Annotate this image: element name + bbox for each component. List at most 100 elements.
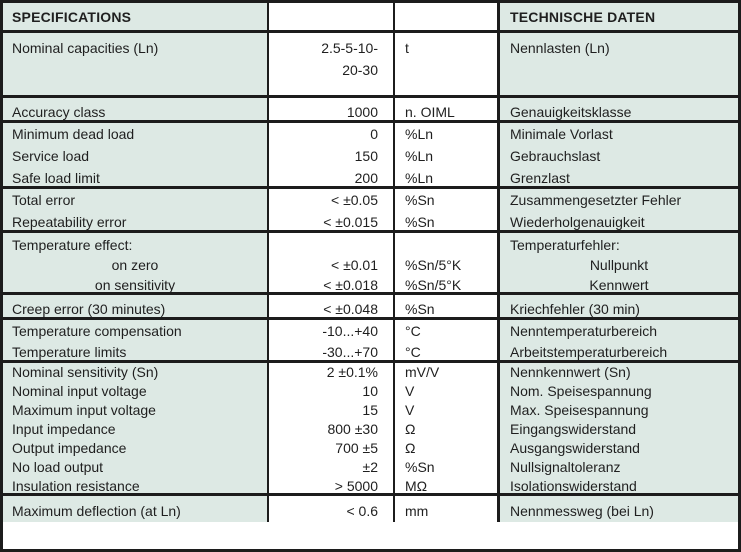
unit-line: n. OIML [405, 104, 455, 120]
value-line: 20-30 [342, 62, 378, 78]
unit-cell: mm [395, 496, 500, 522]
spec-label-line: Safe load limit [12, 170, 100, 186]
unit-line: Ω [405, 421, 416, 437]
german-label-line [500, 59, 738, 81]
unit-cell: mV/V V V Ω Ω %Sn MΩ [395, 363, 500, 493]
spec-label-line: Nominal sensitivity (Sn) [12, 364, 159, 380]
value-line: < ±0.018 [323, 277, 378, 292]
unit-line [395, 235, 497, 255]
german-label-line: Eingangswiderstand [510, 421, 637, 437]
spec-label-cell: Nominal sensitivity (Sn) Nominal input vo… [3, 363, 269, 493]
spec-label-cell: Minimum dead load Service load Safe load l… [3, 123, 269, 186]
unit-line: %Sn [405, 214, 435, 230]
unit-cell: %Ln %Ln %Ln [395, 123, 500, 186]
unit-line: V [405, 402, 415, 418]
spec-label-line: Nominal input voltage [12, 383, 147, 399]
spec-label-cell: Creep error (30 minutes) [3, 295, 269, 317]
value-cell: 1000 [269, 98, 395, 120]
specifications-header-cell: SPECIFICATIONS [3, 3, 269, 30]
value-line: > 5000 [334, 478, 378, 493]
spec-row-group-6: Creep error (30 minutes) < ±0.048 %Sn Kriec… [3, 292, 738, 317]
spec-label-line: on zero [111, 257, 159, 273]
unit-line: %Sn/5°K [405, 257, 462, 273]
spec-label-cell: Total error Repeatability error [3, 189, 269, 230]
unit-line: °C [405, 344, 421, 360]
unit-line: MΩ [405, 478, 428, 493]
unit-line: mV/V [405, 364, 440, 380]
spec-row-group-2: Accuracy class 1000 n. OIML Genauigkeitskla… [3, 95, 738, 120]
german-label-line: Genauigkeitsklasse [510, 104, 632, 120]
unit-line: %Sn [405, 301, 435, 317]
value-line: 2 ±0.1% [326, 364, 378, 380]
value-line: 10 [362, 383, 378, 399]
unit-line: %Sn [405, 459, 435, 475]
value-line: 1000 [346, 104, 378, 120]
table-body: Nominal capacities (Ln) 2.5-5-10- 20-30 t Ne… [3, 30, 738, 522]
spec-label-line: Total error [12, 192, 76, 208]
german-label-line: Minimale Vorlast [510, 126, 613, 142]
specifications-title: SPECIFICATIONS [12, 8, 132, 25]
spec-label-line: Maximum deflection (at Ln) [12, 503, 181, 519]
spec-row-group-7: Temperature compensation Temperature limi… [3, 317, 738, 360]
german-label-line: Nenntemperaturbereich [510, 323, 658, 339]
unit-cell: °C °C [395, 320, 500, 360]
spec-row-group-9: Maximum deflection (at Ln) < 0.6 mm Nennmes… [3, 493, 738, 522]
value-cell: < 0.6 [269, 496, 395, 522]
german-label-line: Wiederholgenauigkeit [510, 214, 645, 230]
german-label-line: Nom. Speisespannung [510, 383, 652, 399]
value-cell: 2.5-5-10- 20-30 [269, 33, 395, 95]
unit-line: %Ln [405, 126, 434, 142]
german-label-line: Nennkennwert (Sn) [510, 364, 631, 380]
spec-label-line: Output impedance [12, 440, 127, 456]
german-label-line: Zusammengesetzter Fehler [510, 192, 682, 208]
value-cell: 2 ±0.1% 10 15 800 ±30 700 ±5 ±2 > 5000 [269, 363, 395, 493]
unit-cell: n. OIML [395, 98, 500, 120]
german-label-cell: Genauigkeitsklasse [500, 98, 738, 120]
german-label-line: Nullsignaltoleranz [510, 459, 621, 475]
german-label-line: Arbeitstemperaturbereich [510, 344, 668, 360]
value-line: 0 [370, 126, 378, 142]
german-label-cell: Nennlasten (Ln) [500, 33, 738, 95]
spec-label-cell: Maximum deflection (at Ln) [3, 496, 269, 522]
unit-line: °C [405, 323, 421, 339]
value-line: 15 [362, 402, 378, 418]
german-label-line: Kennwert [589, 277, 649, 292]
unit-line: %Ln [405, 170, 434, 186]
table-header-row: SPECIFICATIONS TECHNISCHE DATEN [3, 3, 738, 30]
unit-line: %Ln [405, 148, 434, 164]
spec-row-group-1: Nominal capacities (Ln) 2.5-5-10- 20-30 t Ne… [3, 30, 738, 95]
german-label-cell: Nennmessweg (bei Ln) [500, 496, 738, 522]
unit-line: t [405, 40, 409, 56]
spec-label-cell: Temperature compensation Temperature limi… [3, 320, 269, 360]
german-label-line: Grenzlast [510, 170, 570, 186]
unit-header-cell-empty [395, 3, 500, 30]
value-line: 200 [354, 170, 378, 186]
unit-cell: %Sn [395, 295, 500, 317]
value-line: 150 [354, 148, 378, 164]
unit-line [395, 59, 497, 81]
german-label-cell: Temperaturfehler: Nullpunkt Kennwert [500, 233, 738, 292]
value-cell: -10...+40 -30...+70 [269, 320, 395, 360]
german-label-cell: Minimale Vorlast Gebrauchslast Grenzlast [500, 123, 738, 186]
spec-label-line: Accuracy class [12, 104, 106, 120]
value-cell: < ±0.048 [269, 295, 395, 317]
spec-label-cell: Temperature effect: on zero on sensitivity [3, 233, 269, 292]
german-label-line: Max. Speisespannung [510, 402, 649, 418]
value-line: < 0.6 [346, 503, 378, 519]
value-cell: < ±0.05 < ±0.015 [269, 189, 395, 230]
spec-label-line: Temperature limits [12, 344, 127, 360]
unit-line: %Sn [405, 192, 435, 208]
spec-label-line: Input impedance [12, 421, 116, 437]
unit-line: V [405, 383, 415, 399]
spec-row-group-4: Total error Repeatability error < ±0.05 < ±… [3, 186, 738, 230]
german-label-line: Nennmessweg (bei Ln) [510, 503, 654, 519]
spec-label-line: No load output [12, 459, 104, 475]
german-label-line: Temperaturfehler: [510, 237, 620, 253]
spec-label-line: Creep error (30 minutes) [12, 301, 166, 317]
german-label-line: Ausgangswiderstand [510, 440, 640, 456]
value-line: 800 ±30 [327, 421, 378, 437]
unit-line: Ω [405, 440, 416, 456]
spec-label-cell: Nominal capacities (Ln) [3, 33, 269, 95]
